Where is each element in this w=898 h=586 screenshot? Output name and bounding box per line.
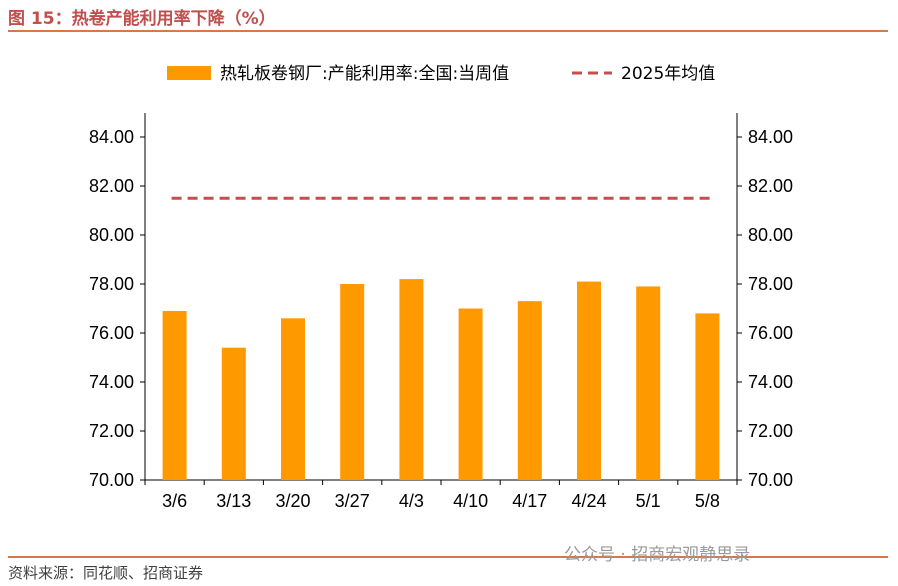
x-tick-label: 3/13	[216, 491, 251, 511]
x-tick-label: 4/17	[512, 491, 547, 511]
x-tick-label: 4/3	[399, 491, 424, 511]
bar	[340, 284, 365, 480]
bar	[162, 310, 187, 480]
bar	[636, 286, 661, 480]
x-tick-label: 3/6	[162, 491, 187, 511]
y-tick-label-right: 84.00	[748, 127, 793, 147]
bar	[577, 281, 601, 480]
y-tick-label-left: 78.00	[89, 274, 134, 294]
y-tick-label-left: 70.00	[89, 470, 134, 490]
bar	[517, 301, 542, 480]
y-tick-label-right: 72.00	[748, 421, 793, 441]
legend-bar-swatch	[167, 66, 211, 80]
title-rule	[8, 30, 888, 32]
y-tick-label-left: 72.00	[89, 421, 134, 441]
bar	[399, 279, 424, 480]
legend-line-label: 2025年均值	[621, 64, 715, 84]
footer-rule	[8, 556, 888, 558]
bars	[162, 279, 720, 480]
legend: 热轧板卷钢厂:产能利用率:全国:当周值 2025年均值	[167, 64, 715, 84]
y-tick-label-left: 80.00	[89, 225, 134, 245]
y-tick-label-right: 70.00	[748, 470, 793, 490]
y-tick-label-left: 76.00	[89, 323, 134, 343]
x-tick-label: 5/1	[636, 491, 661, 511]
axes: 70.00 72.00 74.00 76.00 78.00 80.00 82.00 84.00…	[89, 113, 793, 511]
bar	[221, 347, 246, 480]
y-tick-label-left: 82.00	[89, 176, 134, 196]
source-note: 资料来源：同花顺、招商证券	[8, 564, 204, 582]
bar	[695, 313, 720, 480]
x-tick-label: 4/10	[453, 491, 488, 511]
bar	[458, 308, 483, 480]
y-tick-label-right: 74.00	[748, 372, 793, 392]
y-tick-label-right: 76.00	[748, 323, 793, 343]
chart-title: 图 15：热卷产能利用率下降（%）	[8, 9, 276, 29]
y-tick-label-right: 80.00	[748, 225, 793, 245]
legend-bar-label: 热轧板卷钢厂:产能利用率:全国:当周值	[220, 64, 509, 84]
bar	[281, 318, 305, 480]
y-tick-label-left: 84.00	[89, 127, 134, 147]
x-tick-label: 4/24	[571, 491, 606, 511]
y-tick-label-right: 82.00	[748, 176, 793, 196]
x-tick-label: 5/8	[695, 491, 720, 511]
y-tick-label-left: 74.00	[89, 372, 134, 392]
y-tick-label-right: 78.00	[748, 274, 793, 294]
x-tick-label: 3/27	[335, 491, 370, 511]
x-tick-label: 3/20	[275, 491, 310, 511]
watermark: 公众号 · 招商宏观静思录	[564, 545, 751, 565]
